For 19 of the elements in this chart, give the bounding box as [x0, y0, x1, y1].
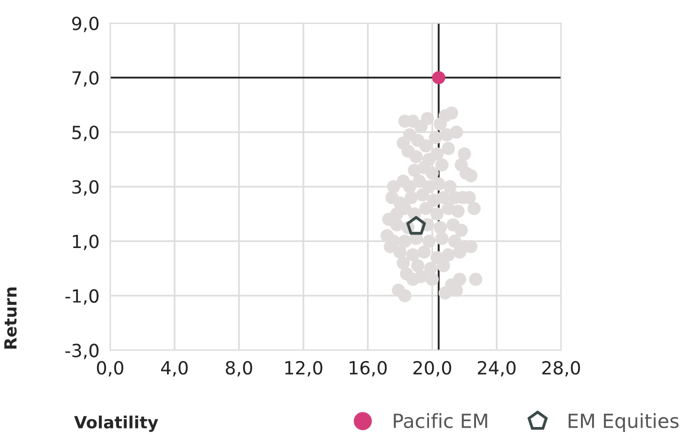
x-tick-label: 20,0	[413, 360, 452, 376]
y-tick-label: -3,0	[65, 344, 99, 360]
y-tick-label: 3,0	[72, 180, 99, 196]
x-tick-label: 8,0	[226, 360, 252, 376]
x-tick-label: 28,0	[542, 360, 580, 376]
x-tick-label: 24,0	[478, 360, 516, 376]
y-axis-title: Return	[4, 287, 17, 349]
x-tick-label: 16,0	[350, 360, 387, 376]
y-tick-label: 9,0	[72, 16, 99, 32]
x-tick-label: 0,0	[96, 360, 124, 376]
legend-label: EM Equities	[568, 413, 679, 432]
y-tick-label: 7,0	[72, 71, 99, 87]
x-tick-label: 12,0	[285, 360, 322, 376]
x-tick-label: 4,0	[161, 360, 188, 376]
y-tick-label: 5,0	[72, 126, 99, 142]
legend-label: Pacific EM	[394, 413, 488, 428]
x-axis-title: Volatility	[74, 416, 158, 432]
y-tick-label: -1,0	[65, 289, 99, 305]
y-tick-label: 1,0	[72, 234, 99, 250]
